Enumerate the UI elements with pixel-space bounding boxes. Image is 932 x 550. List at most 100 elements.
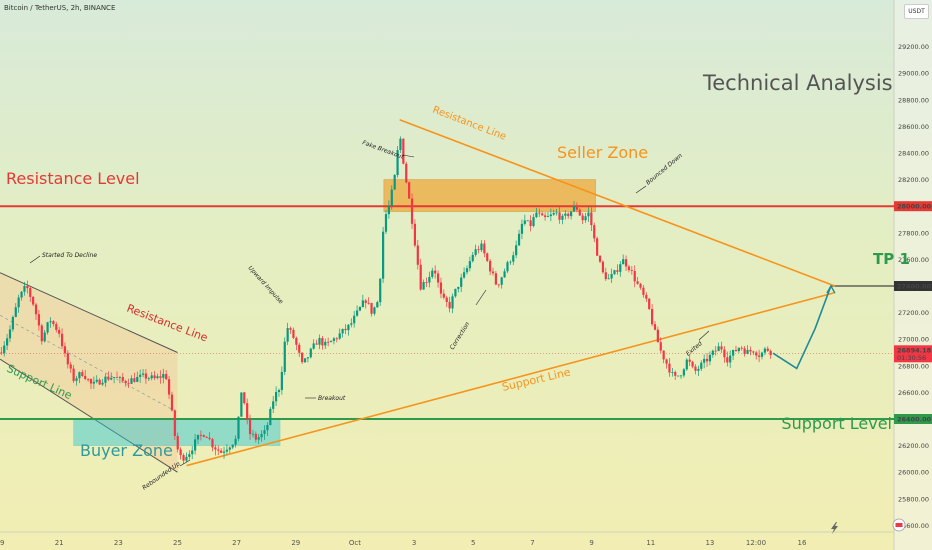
forecast-arrowhead	[826, 284, 836, 294]
channel-resistance-line	[0, 272, 178, 353]
candle-body	[723, 349, 726, 358]
candle-body	[312, 343, 315, 349]
countdown-label: 01:30:56	[897, 354, 926, 362]
candle-body	[118, 376, 122, 378]
candle-body	[240, 392, 243, 417]
candle-body	[5, 338, 9, 346]
candle-body	[364, 300, 367, 303]
candle-body	[483, 243, 486, 254]
candle-body	[167, 379, 171, 395]
time-tick-label: 16	[798, 539, 807, 547]
candle-body	[86, 378, 90, 380]
price-tick-label: 26200.00	[898, 442, 929, 450]
candle-body	[546, 216, 550, 217]
candle-body	[274, 391, 278, 402]
support-trendline	[186, 291, 836, 467]
candle-body	[8, 329, 12, 339]
candle-body	[353, 315, 356, 324]
candle-body	[480, 243, 483, 251]
candle-body	[341, 328, 344, 334]
candle-body	[512, 255, 515, 262]
price-tick-label: 29000.00	[898, 70, 929, 78]
candle-body	[460, 277, 463, 287]
candle-body	[578, 209, 581, 216]
candle-body	[451, 296, 454, 309]
channel-support-line	[0, 358, 178, 473]
candle-body	[619, 264, 622, 272]
price-tick-label: 28400.00	[898, 150, 929, 158]
candle-body	[269, 408, 272, 425]
candle-body	[303, 358, 307, 363]
support-price-tag	[894, 414, 932, 424]
candle-body	[332, 338, 336, 341]
candle-body	[29, 288, 32, 297]
candle-body	[182, 455, 185, 461]
candle-body	[361, 300, 364, 308]
rebounded-up-arrow	[179, 459, 191, 467]
candle-body	[272, 401, 275, 409]
candle-body	[729, 355, 732, 363]
currency-button[interactable]: USDT	[904, 4, 929, 19]
flash-icon	[831, 522, 838, 534]
candle-body	[60, 333, 64, 347]
forecast-path	[772, 285, 832, 370]
candle-body	[37, 314, 41, 326]
candle-body	[301, 352, 304, 363]
candle-body	[350, 323, 353, 325]
support-price-tag-label: 26400.00	[897, 416, 932, 424]
candle-body	[700, 362, 703, 369]
candle-body	[607, 278, 610, 280]
candle-body	[494, 273, 498, 285]
candle-body	[75, 378, 78, 381]
time-tick-label: 29	[291, 539, 300, 547]
candle-body	[185, 456, 188, 461]
candle-body	[121, 376, 124, 381]
candle-body	[387, 206, 390, 215]
chart-title: Technical Analysis	[702, 71, 893, 95]
candle-body	[731, 349, 735, 356]
candle-body	[523, 220, 526, 224]
time-tick-label: 7	[530, 539, 534, 547]
candle-body	[445, 297, 448, 302]
candle-body	[347, 324, 350, 331]
candle-body	[726, 357, 729, 363]
time-tick-label: 25	[173, 539, 182, 547]
candle-body	[289, 328, 292, 330]
price-tick-label: 27000.00	[898, 336, 929, 344]
candle-body	[674, 371, 677, 376]
candle-body	[590, 212, 593, 226]
buyer-zone-label: Buyer Zone	[80, 441, 173, 460]
candle-body	[734, 349, 738, 352]
candle-body	[636, 281, 639, 284]
candle-body	[691, 361, 694, 367]
candle-body	[141, 373, 145, 375]
candle-body	[355, 310, 359, 316]
last-price-tag	[894, 345, 932, 363]
candle-body	[214, 447, 217, 450]
candle-body	[248, 419, 252, 435]
started-to-decline-arrow	[29, 255, 41, 264]
candle-body	[720, 346, 723, 350]
candle-body	[717, 346, 720, 352]
candle-body	[593, 225, 596, 239]
price-axis-background	[894, 0, 932, 550]
candle-body	[410, 198, 414, 224]
candle-body	[199, 434, 202, 436]
candle-body	[32, 296, 35, 305]
resistance-price-tag-label: 28000.00	[897, 203, 932, 211]
candle-body	[234, 438, 237, 445]
candle-body	[558, 212, 561, 220]
candle-body	[147, 378, 150, 380]
candle-body	[549, 214, 552, 217]
candle-body	[306, 357, 310, 359]
candle-body	[69, 364, 72, 369]
candle-body	[98, 379, 101, 385]
candle-body	[20, 291, 23, 298]
candle-body	[442, 293, 445, 298]
candle-body	[344, 328, 347, 331]
candle-body	[454, 288, 457, 297]
candle-body	[575, 206, 578, 210]
candle-body	[170, 394, 174, 411]
candle-body	[260, 433, 263, 438]
